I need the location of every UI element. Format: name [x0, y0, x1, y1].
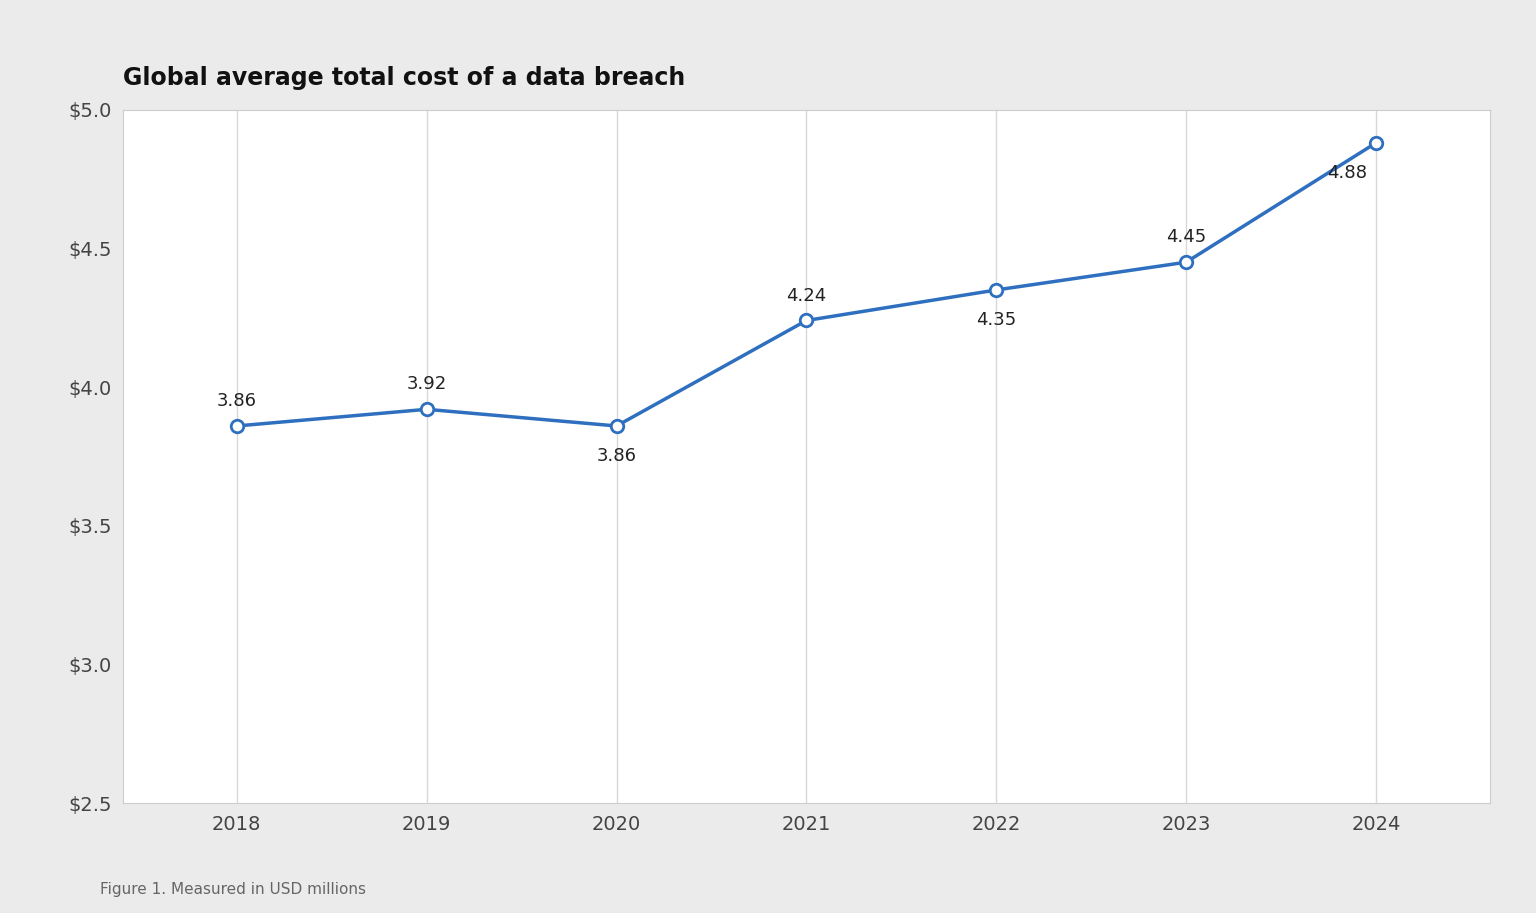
- Text: 3.92: 3.92: [407, 375, 447, 394]
- Text: Figure 1. Measured in USD millions: Figure 1. Measured in USD millions: [100, 882, 366, 897]
- Text: 4.35: 4.35: [977, 311, 1017, 330]
- Text: Global average total cost of a data breach: Global average total cost of a data brea…: [123, 66, 685, 89]
- Text: 4.88: 4.88: [1327, 164, 1367, 183]
- Text: 3.86: 3.86: [217, 392, 257, 410]
- Text: 4.45: 4.45: [1166, 228, 1206, 247]
- Text: 4.24: 4.24: [786, 287, 826, 305]
- Text: 3.86: 3.86: [596, 447, 636, 466]
